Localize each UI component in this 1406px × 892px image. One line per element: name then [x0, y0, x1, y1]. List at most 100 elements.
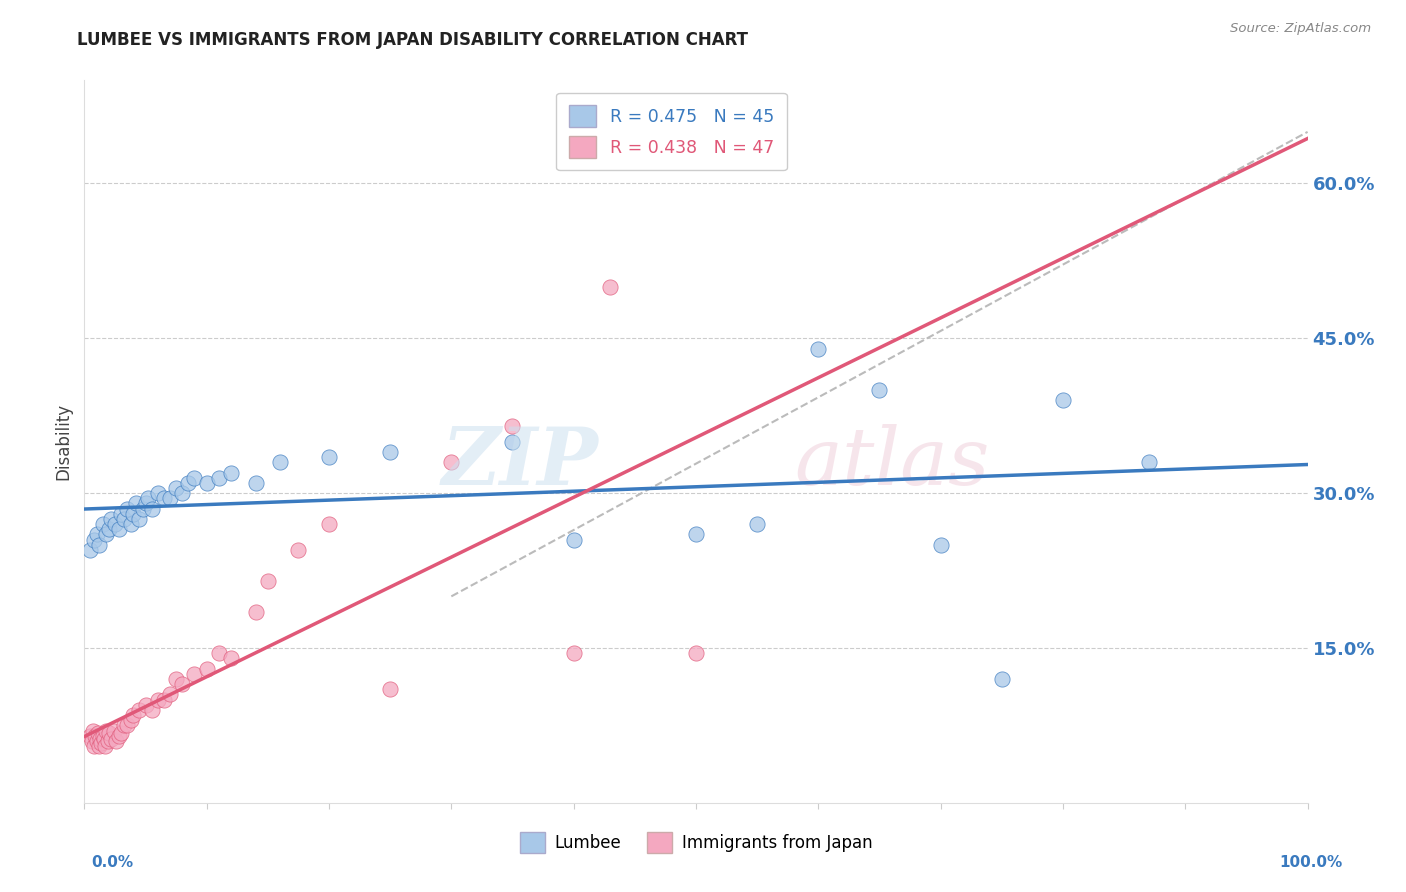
Y-axis label: Disability: Disability	[55, 403, 73, 480]
Text: ZIP: ZIP	[441, 425, 598, 502]
Point	[115, 718, 138, 732]
Point	[96, 723, 118, 738]
Point	[128, 512, 150, 526]
Point	[685, 527, 707, 541]
Point	[112, 512, 135, 526]
Point	[172, 486, 194, 500]
Point	[599, 279, 621, 293]
Point	[380, 682, 402, 697]
Point	[269, 455, 291, 469]
Point	[747, 517, 769, 532]
Point	[318, 450, 340, 464]
Point	[208, 470, 231, 484]
Point	[97, 725, 120, 739]
Point	[120, 713, 142, 727]
Point	[125, 496, 148, 510]
Text: atlas: atlas	[794, 425, 990, 502]
Point	[208, 646, 231, 660]
Point	[110, 725, 132, 739]
Point	[87, 538, 110, 552]
Point	[219, 466, 242, 480]
Point	[1052, 393, 1074, 408]
Point	[105, 734, 128, 748]
Point	[146, 692, 169, 706]
Point	[94, 739, 117, 753]
Point	[80, 734, 103, 748]
Point	[84, 729, 107, 743]
Text: Source: ZipAtlas.com: Source: ZipAtlas.com	[1230, 22, 1371, 36]
Point	[153, 692, 176, 706]
Point	[122, 708, 145, 723]
Point	[141, 703, 163, 717]
Point	[245, 475, 267, 490]
Point	[153, 491, 176, 506]
Point	[86, 527, 108, 541]
Point	[97, 734, 120, 748]
Point	[128, 703, 150, 717]
Point	[159, 687, 181, 701]
Point	[87, 725, 110, 739]
Point	[177, 475, 200, 490]
Point	[869, 383, 891, 397]
Point	[183, 470, 205, 484]
Point	[122, 507, 145, 521]
Point	[1137, 455, 1160, 469]
Point	[287, 542, 309, 557]
Point	[97, 522, 120, 536]
Point	[120, 517, 142, 532]
Point	[96, 527, 118, 541]
Point	[165, 481, 187, 495]
Point	[141, 501, 163, 516]
Point	[195, 662, 218, 676]
Point	[100, 512, 122, 526]
Point	[807, 342, 830, 356]
Point	[929, 538, 952, 552]
Point	[79, 729, 101, 743]
Point	[440, 455, 463, 469]
Point	[83, 533, 105, 547]
Point	[90, 736, 112, 750]
Text: LUMBEE VS IMMIGRANTS FROM JAPAN DISABILITY CORRELATION CHART: LUMBEE VS IMMIGRANTS FROM JAPAN DISABILI…	[77, 31, 748, 49]
Point	[100, 731, 122, 746]
Point	[82, 723, 104, 738]
Point	[318, 517, 340, 532]
Point	[245, 605, 267, 619]
Point	[135, 496, 157, 510]
Point	[219, 651, 242, 665]
Point	[107, 729, 129, 743]
Text: 100.0%: 100.0%	[1279, 855, 1343, 870]
Point	[86, 734, 108, 748]
Point	[103, 723, 125, 738]
Point	[93, 731, 115, 746]
Point	[132, 501, 155, 516]
Point	[91, 517, 114, 532]
Point	[165, 672, 187, 686]
Point	[135, 698, 157, 712]
Point	[87, 739, 110, 753]
Point	[562, 646, 585, 660]
Point	[502, 434, 524, 449]
Point	[172, 677, 194, 691]
Point	[112, 718, 135, 732]
Point	[380, 445, 402, 459]
Legend: Lumbee, Immigrants from Japan: Lumbee, Immigrants from Japan	[513, 826, 879, 860]
Point	[104, 517, 127, 532]
Point	[91, 729, 114, 743]
Point	[146, 486, 169, 500]
Point	[89, 731, 111, 746]
Point	[562, 533, 585, 547]
Point	[83, 739, 105, 753]
Point	[136, 491, 159, 506]
Point	[685, 646, 707, 660]
Point	[107, 522, 129, 536]
Point	[502, 419, 524, 434]
Point	[115, 501, 138, 516]
Point	[183, 666, 205, 681]
Point	[110, 507, 132, 521]
Text: 0.0%: 0.0%	[91, 855, 134, 870]
Point	[257, 574, 280, 588]
Point	[159, 491, 181, 506]
Point	[79, 542, 101, 557]
Point	[195, 475, 218, 490]
Point	[991, 672, 1014, 686]
